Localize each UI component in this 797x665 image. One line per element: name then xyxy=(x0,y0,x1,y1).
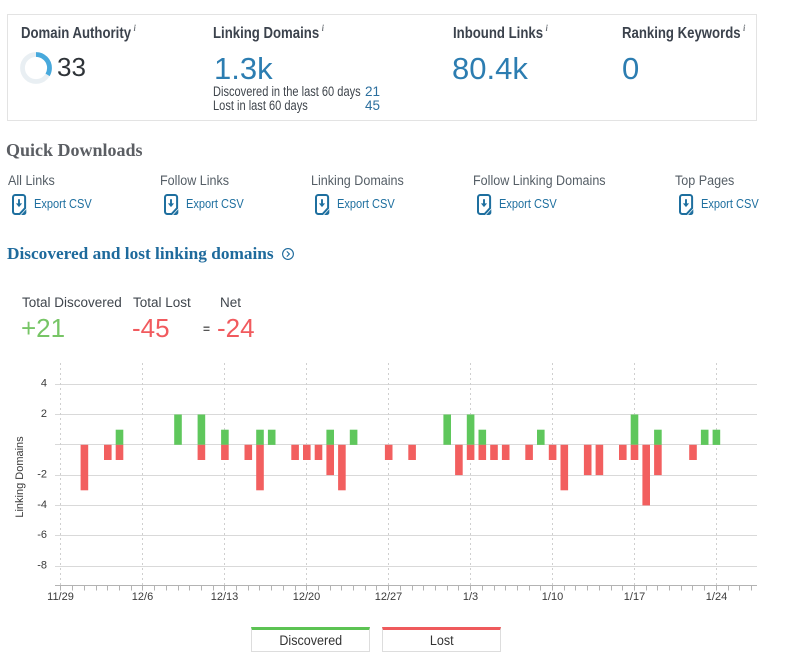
svg-text:-6: -6 xyxy=(37,529,47,541)
svg-text:2: 2 xyxy=(41,408,47,420)
svg-text:-4: -4 xyxy=(37,499,47,511)
svg-text:1/3: 1/3 xyxy=(463,591,478,603)
svg-text:Linking Domains: Linking Domains xyxy=(14,436,26,518)
svg-text:12/13: 12/13 xyxy=(211,591,239,603)
svg-text:12/6: 12/6 xyxy=(132,591,153,603)
svg-text:1/24: 1/24 xyxy=(706,591,727,603)
svg-text:11/29: 11/29 xyxy=(47,591,74,603)
svg-text:1/17: 1/17 xyxy=(624,591,645,603)
svg-text:-2: -2 xyxy=(37,469,47,481)
svg-text:1/10: 1/10 xyxy=(542,591,563,603)
svg-text:12/27: 12/27 xyxy=(375,591,403,603)
svg-text:-8: -8 xyxy=(37,560,47,572)
svg-text:4: 4 xyxy=(41,378,47,390)
svg-text:12/20: 12/20 xyxy=(293,591,321,603)
